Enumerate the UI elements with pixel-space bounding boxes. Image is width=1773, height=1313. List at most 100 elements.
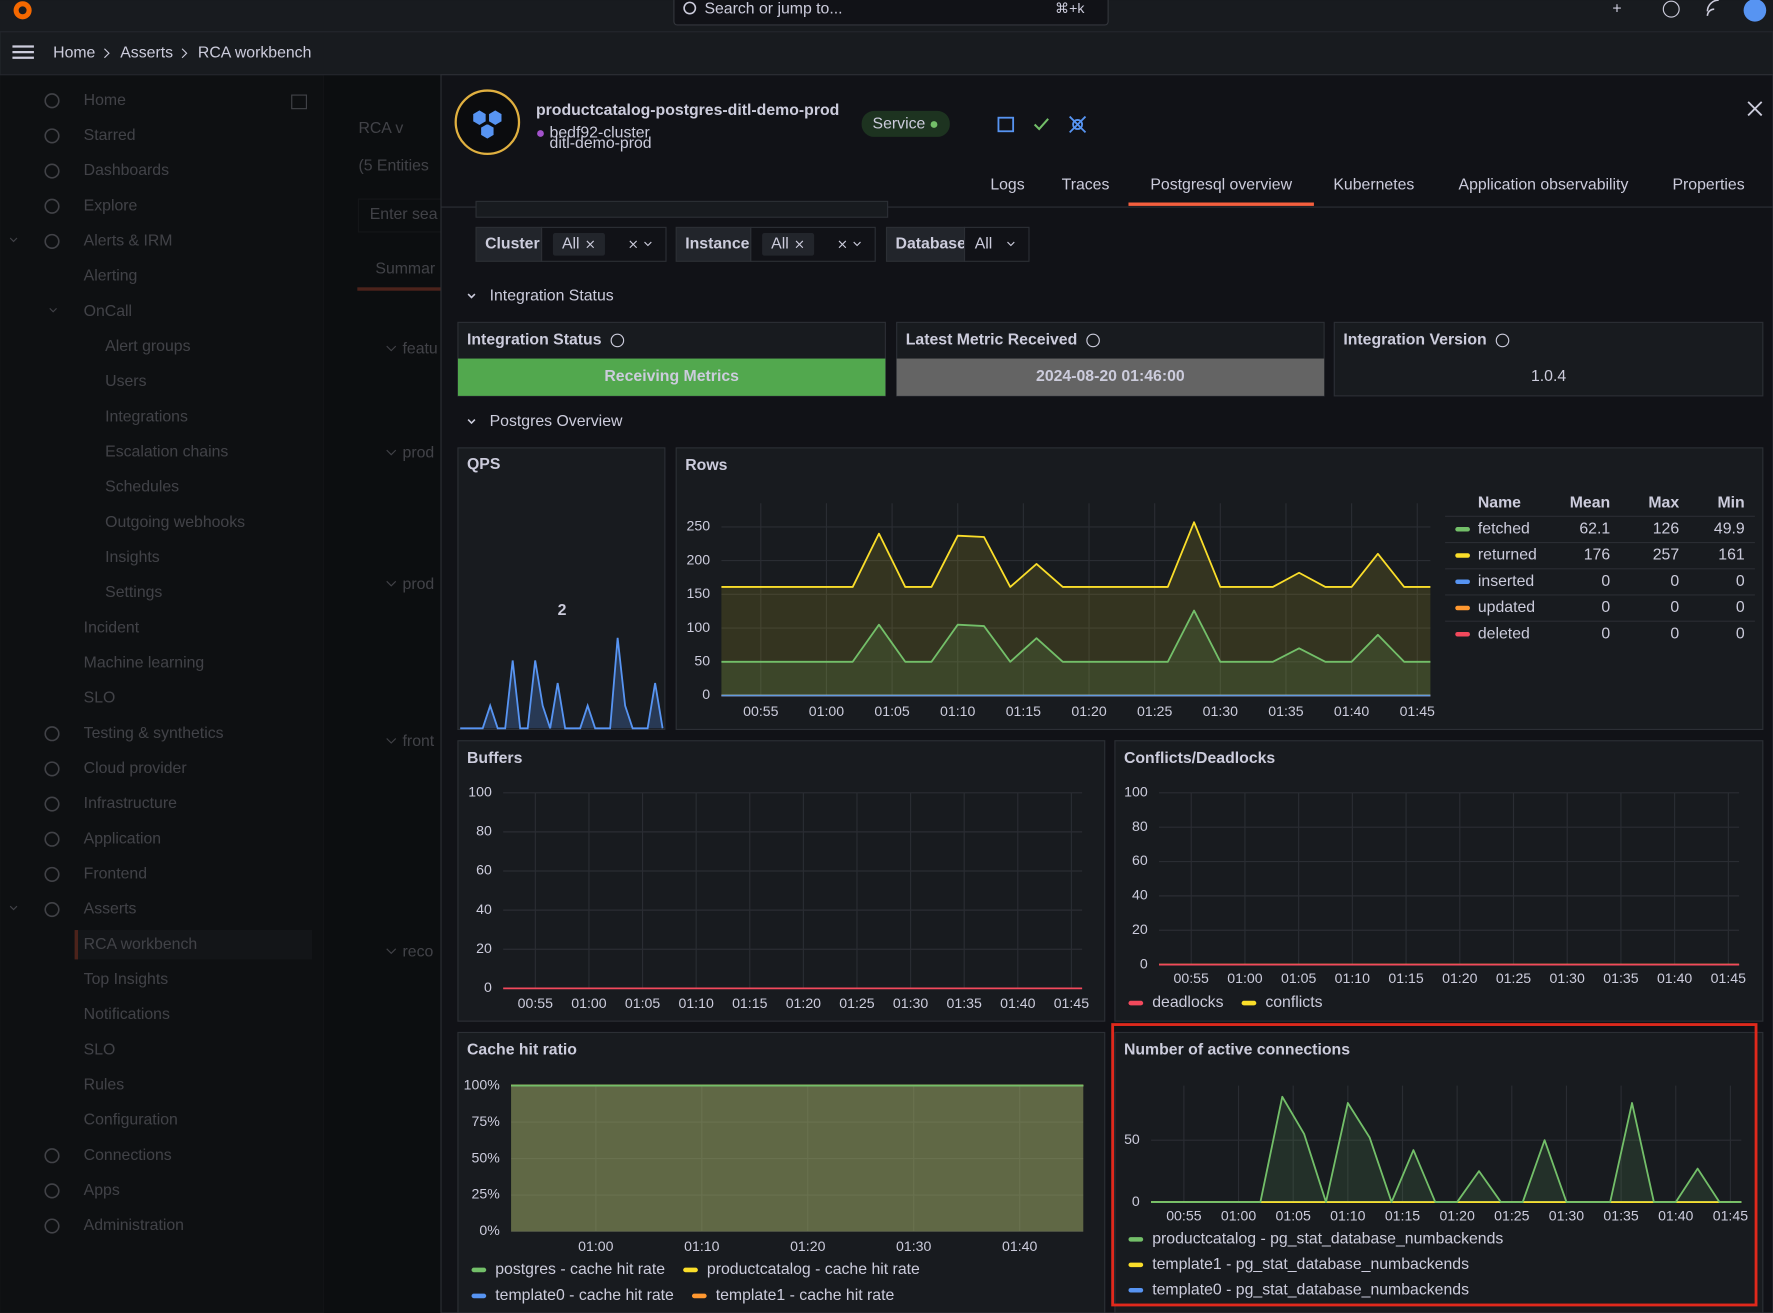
y-tick-label: 0% [479, 1222, 500, 1238]
x-tick-label: 01:15 [1388, 970, 1423, 986]
legend-stat: 0 [1736, 599, 1745, 616]
dropdown-icon [1007, 241, 1015, 247]
clear-icon[interactable] [838, 240, 847, 249]
x-tick-label: 01:40 [1657, 970, 1692, 986]
add-button[interactable]: + [1612, 0, 1621, 17]
x-tick-label: 01:00 [1227, 970, 1262, 986]
panel-title: Conflicts/Deadlocks [1124, 750, 1275, 767]
check-icon[interactable] [1033, 118, 1049, 131]
tab[interactable]: Traces [1062, 177, 1110, 194]
breadcrumb-sep [181, 48, 188, 59]
x-tick-label: 01:25 [1137, 703, 1172, 719]
legend-name[interactable]: deadlocks [1152, 994, 1223, 1011]
section-chevron[interactable] [467, 293, 476, 299]
legend-name[interactable]: returned [1478, 547, 1537, 564]
legend-header: Min [1717, 494, 1744, 511]
legend-stat: 49.9 [1714, 520, 1745, 537]
chip-remove[interactable] [795, 240, 804, 249]
x-tick-label: 01:30 [1550, 970, 1585, 986]
sparkline [460, 637, 664, 730]
user-avatar[interactable] [1743, 0, 1767, 22]
breadcrumb[interactable]: RCA workbench [198, 44, 312, 61]
area-fill [1151, 1096, 1742, 1203]
breadcrumb[interactable]: Asserts [120, 44, 173, 61]
filter-label-box [475, 226, 543, 262]
legend-name[interactable]: productcatalog - pg_stat_database_numbac… [1152, 1231, 1503, 1248]
x-tick-label: 01:30 [1203, 703, 1238, 719]
news-icon[interactable] [1706, 0, 1719, 17]
filter-input[interactable] [963, 226, 1030, 262]
x-tick-label: 01:45 [1711, 970, 1746, 986]
x-tick-label: 01:00 [809, 703, 844, 719]
x-tick-label: 01:30 [1549, 1208, 1584, 1224]
legend-stat: 257 [1653, 547, 1679, 564]
info-icon[interactable] [1086, 333, 1100, 348]
clear-icon[interactable] [629, 240, 638, 249]
filter-value: All [562, 236, 580, 253]
chip-remove[interactable] [586, 240, 595, 249]
info-icon[interactable] [610, 333, 625, 348]
x-tick-label: 01:35 [1603, 1208, 1638, 1224]
x-tick-label: 00:55 [1166, 1208, 1201, 1224]
panel-title: QPS [467, 456, 500, 473]
tab[interactable]: Application observability [1459, 177, 1629, 194]
panel [457, 740, 1106, 1022]
section-chevron[interactable] [467, 419, 476, 425]
stat-bg [457, 358, 886, 396]
legend-swatch [1455, 553, 1470, 558]
legend-stat: 0 [1601, 573, 1610, 590]
panel [1114, 740, 1764, 1022]
legend-name[interactable]: deleted [1478, 625, 1530, 642]
legend-stat: 0 [1670, 573, 1679, 590]
legend-name[interactable]: productcatalog - cache hit rate [707, 1261, 920, 1278]
search-box[interactable] [673, 0, 1109, 26]
series-line [721, 521, 1431, 588]
x-tick-label: 00:55 [1174, 970, 1209, 986]
tab-underline [1128, 202, 1314, 206]
tab[interactable]: Kubernetes [1333, 177, 1414, 194]
help-icon[interactable] [1662, 0, 1680, 18]
tab[interactable]: Logs [990, 177, 1024, 194]
panel [675, 447, 1764, 730]
x-tick-label: 01:00 [571, 995, 606, 1011]
x-tick-label: 01:00 [1221, 1208, 1256, 1224]
x-tick-label: 01:45 [1713, 1208, 1748, 1224]
legend-swatch [471, 1293, 487, 1299]
search-icon [683, 1, 697, 15]
legend-name[interactable]: conflicts [1265, 994, 1322, 1011]
dashboard-icon[interactable] [997, 116, 1015, 133]
breadcrumb[interactable]: Home [53, 44, 95, 61]
legend-swatch [1455, 527, 1470, 532]
filter-chip [552, 233, 605, 256]
menu-toggle[interactable] [12, 45, 34, 59]
tab[interactable]: Postgresql overview [1150, 177, 1292, 194]
y-tick-label: 40 [476, 901, 492, 917]
legend-swatch [1128, 1262, 1144, 1268]
info-icon[interactable] [1495, 333, 1510, 348]
legend-name[interactable]: inserted [1478, 573, 1534, 590]
badge-dot [930, 121, 938, 128]
legend-name[interactable]: template0 - pg_stat_database_numbackends [1152, 1281, 1469, 1298]
x-tick-label: 01:20 [1439, 1208, 1474, 1224]
panel-title: Buffers [467, 750, 523, 767]
legend-name[interactable]: fetched [1478, 520, 1530, 537]
y-tick-label: 40 [1132, 887, 1148, 903]
legend-name[interactable]: template0 - cache hit rate [495, 1287, 674, 1304]
legend-swatch [1128, 1000, 1144, 1006]
x-tick-label: 01:05 [1276, 1208, 1311, 1224]
legend-name[interactable]: template1 - pg_stat_database_numbackends [1152, 1256, 1469, 1273]
x-tick-label: 00:55 [743, 703, 778, 719]
highlight-box [1111, 1023, 1758, 1307]
legend-name[interactable]: updated [1478, 599, 1535, 616]
graph-icon[interactable] [1069, 115, 1087, 134]
legend-stat: 0 [1736, 625, 1745, 642]
legend-name[interactable]: postgres - cache hit rate [495, 1261, 665, 1278]
close-button[interactable] [1747, 101, 1763, 117]
tab[interactable]: Properties [1672, 177, 1744, 194]
legend-name[interactable]: template1 - cache hit rate [716, 1287, 895, 1304]
badge-text: Service [873, 116, 926, 133]
y-tick-label: 0 [484, 979, 492, 995]
legend-stat: 62.1 [1579, 520, 1610, 537]
x-tick-label: 01:10 [1335, 970, 1370, 986]
